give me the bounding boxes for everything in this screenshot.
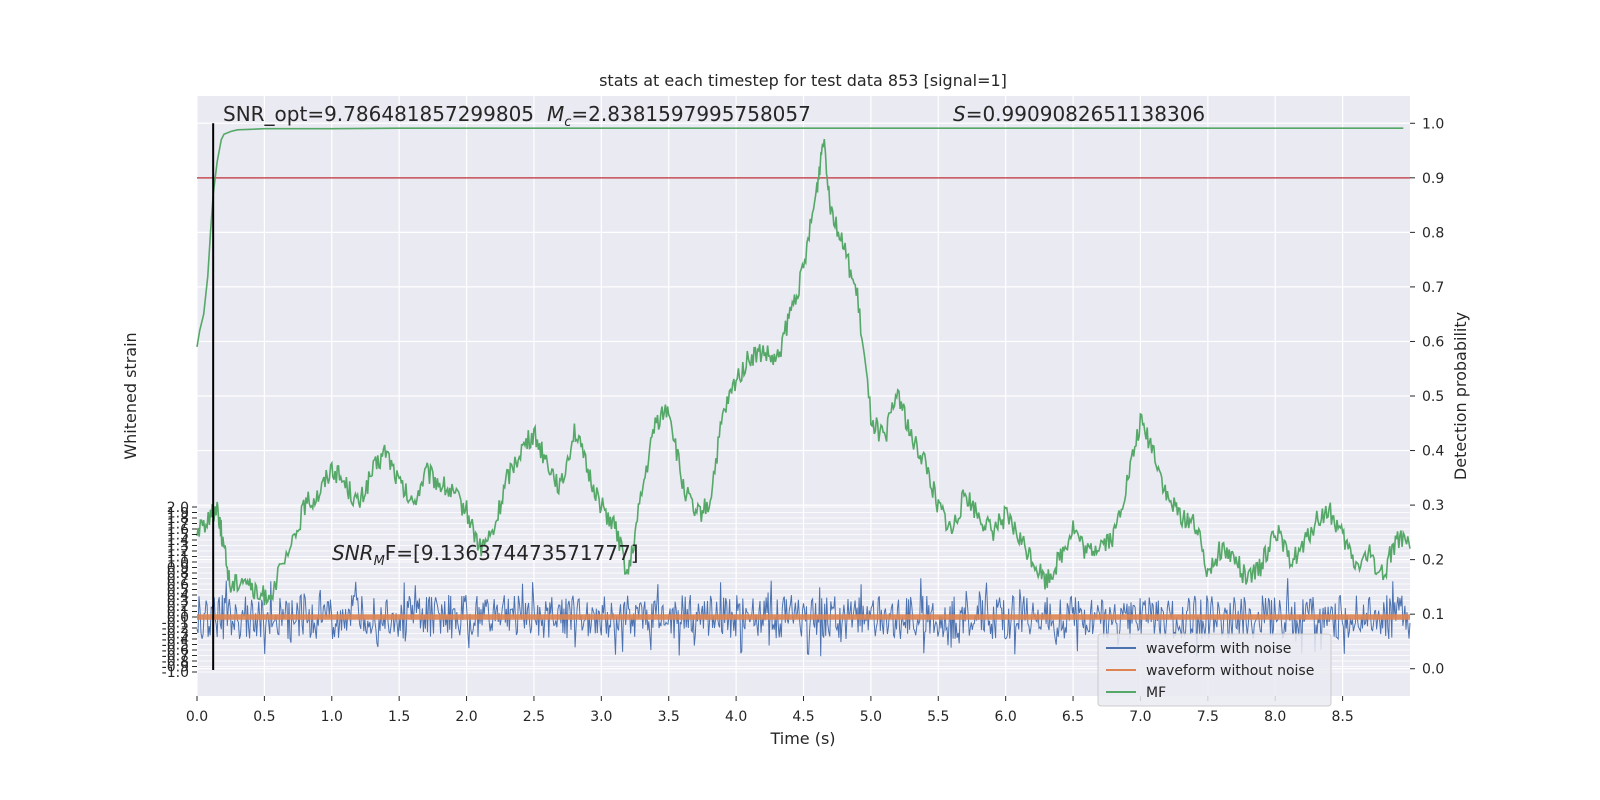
y-left-tick-label: -0.9 — [162, 660, 189, 676]
y-right-tick-label: 0.5 — [1422, 389, 1444, 405]
legend: waveform with noise waveform without noi… — [1097, 633, 1332, 707]
x-tick-label: 6.0 — [995, 709, 1017, 725]
snr-mf-label: SNR — [332, 541, 374, 565]
x-tick-label: 6.5 — [1062, 709, 1084, 725]
y-left-tick-label: -1.0 — [162, 665, 189, 681]
x-tick-label: 7.0 — [1129, 709, 1151, 725]
mc-value: =2.8381597995758057 — [571, 102, 810, 126]
legend-label-clean: waveform without noise — [1146, 663, 1314, 679]
waveform-without-noise-line — [197, 614, 1410, 620]
y-left-tick-label: -0.2 — [162, 621, 189, 637]
y-left-tick-label: -0.1 — [162, 616, 189, 632]
y-left-tick-label: 1.1 — [167, 550, 189, 566]
y-left-tick-label: 0.2 — [167, 599, 189, 615]
waveform-band — [196, 578, 1411, 657]
y-left-tick-label: -0.4 — [162, 632, 189, 648]
chart-title: stats at each timestep for test data 853… — [599, 71, 1007, 90]
y-left-tick-label: 1.9 — [167, 506, 189, 522]
x-tick-label: 2.0 — [455, 709, 477, 725]
x-tick-label: 8.5 — [1331, 709, 1353, 725]
y-left-tick-label: 1.3 — [167, 539, 189, 555]
x-tick-label: 4.0 — [725, 709, 747, 725]
x-tick-label: 3.5 — [658, 709, 680, 725]
right-axis-label: Detection probability — [1451, 312, 1470, 480]
x-tick-label: 7.5 — [1197, 709, 1219, 725]
x-tick-label: 5.0 — [860, 709, 882, 725]
x-tick-label: 0.0 — [186, 709, 208, 725]
left-axis-label: Whitened strain — [121, 332, 140, 459]
y-left-tick-label: 0.8 — [167, 566, 189, 582]
right-axis-ticks: 0.0 0.1 0.2 0.3 0.4 0.5 0.6 0.7 0.8 0.9 1.0 — [1410, 116, 1444, 678]
x-tick-label: 5.5 — [927, 709, 949, 725]
y-right-tick-label: 0.0 — [1422, 662, 1444, 678]
s-label: S — [953, 102, 966, 126]
y-right-tick-label: 0.6 — [1422, 334, 1444, 350]
y-left-tick-label: 1.5 — [167, 528, 189, 544]
y-right-tick-label: 1.0 — [1422, 116, 1444, 132]
s-annotation: S=0.9909082651138306 — [953, 102, 1205, 126]
x-tick-label: 1.0 — [321, 709, 343, 725]
y-left-tick-label: 0.0 — [167, 610, 189, 626]
y-right-tick-label: 0.2 — [1422, 553, 1444, 569]
snr-mf-value: F=[9.136374473571777] — [385, 541, 639, 565]
y-right-tick-label: 0.4 — [1422, 444, 1444, 460]
x-tick-label: 3.0 — [590, 709, 612, 725]
legend-label-mf: MF — [1146, 685, 1166, 701]
y-left-tick-label: 0.6 — [167, 577, 189, 593]
y-right-tick-label: 0.8 — [1422, 225, 1444, 241]
x-tick-label: 8.0 — [1264, 709, 1286, 725]
y-left-tick-label: 1.4 — [167, 533, 189, 549]
y-left-tick-label: 2.0 — [167, 500, 189, 516]
left-axis-ticks: -1.0-0.9-0.8-0.7-0.6-0.5-0.4-0.3-0.2-0.1… — [162, 500, 197, 681]
mf-detection-line — [196, 138, 1411, 606]
y-right-tick-label: 0.7 — [1422, 280, 1444, 296]
x-tick-label: 1.5 — [388, 709, 410, 725]
x-axis-ticks: 0.0 0.5 1.0 1.5 2.0 2.5 3.0 3.5 4.0 4.5 5.0 5.5 6.0 6… — [186, 696, 1354, 725]
x-axis-label: Time (s) — [769, 729, 835, 748]
y-right-tick-label: 0.9 — [1422, 171, 1444, 187]
mc-label: M — [547, 102, 564, 126]
y-left-tick-label: -0.6 — [162, 643, 189, 659]
y-left-tick-label: 1.6 — [167, 522, 189, 538]
mc-annotation: Mc=2.8381597995758057 — [547, 102, 811, 130]
snr-mf-subscript: M — [374, 554, 385, 569]
y-left-tick-label: 0.9 — [167, 561, 189, 577]
y-left-tick-label: 1.8 — [167, 511, 189, 527]
x-tick-label: 4.5 — [792, 709, 814, 725]
y-left-tick-label: 1.7 — [167, 517, 189, 533]
s-value: =0.9909082651138306 — [966, 102, 1205, 126]
y-left-tick-label: 0.3 — [167, 594, 189, 610]
y-right-tick-label: 0.3 — [1422, 498, 1444, 514]
x-tick-label: 2.5 — [523, 709, 545, 725]
y-left-tick-label: 0.7 — [167, 572, 189, 588]
x-tick-label: 0.5 — [253, 709, 275, 725]
y-left-tick-label: -0.8 — [162, 654, 189, 670]
mf-cumulative-line — [196, 127, 1404, 348]
y-left-tick-label: 0.4 — [167, 588, 189, 604]
y-right-tick-label: 0.1 — [1422, 607, 1444, 623]
y-left-tick-label: 1.0 — [167, 555, 189, 571]
y-left-tick-label: 0.1 — [167, 605, 189, 621]
y-left-tick-label: -0.3 — [162, 627, 189, 643]
series-layer — [196, 123, 1411, 670]
y-left-tick-label: 0.5 — [167, 583, 189, 599]
snr-mf-annotation: SNRMF=[9.136374473571777] — [332, 541, 639, 569]
legend-box — [1097, 633, 1332, 707]
y-left-tick-label: -0.5 — [162, 638, 189, 654]
y-left-tick-label: -0.7 — [162, 649, 189, 665]
mc-subscript: c — [564, 115, 571, 130]
legend-label-noise: waveform with noise — [1146, 641, 1291, 657]
y-left-tick-label: 1.2 — [167, 544, 189, 560]
snr-opt-annotation: SNR_opt=9.786481857299805 — [223, 102, 534, 126]
